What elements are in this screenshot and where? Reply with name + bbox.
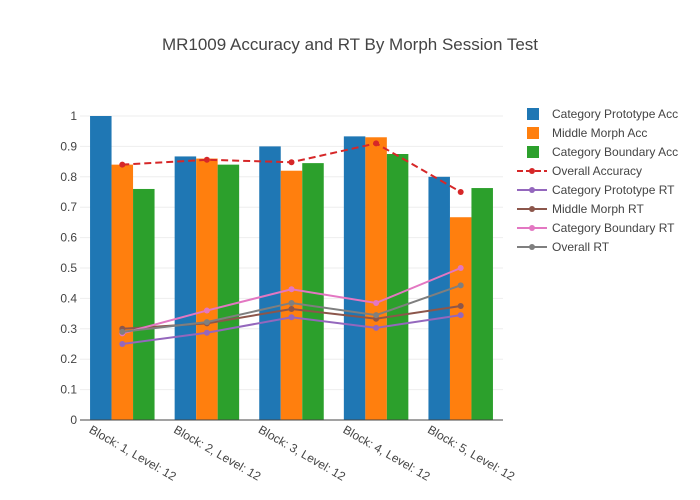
- bar: [217, 164, 240, 420]
- series-point: [288, 314, 295, 321]
- y-tick-label: 0.2: [60, 352, 77, 366]
- bar: [428, 176, 450, 420]
- bar: [471, 188, 493, 420]
- bar: [343, 136, 366, 421]
- bars-layer: [90, 116, 493, 421]
- legend-label: Category Boundary Acc: [552, 145, 678, 159]
- bar: [386, 154, 409, 420]
- series-point: [373, 312, 380, 319]
- x-tick-label: Block: 3, Level: 12: [256, 422, 348, 483]
- x-tick-label: Block: 5, Level: 12: [425, 422, 517, 483]
- legend-marker: [529, 225, 535, 231]
- bar: [280, 170, 303, 420]
- legend-marker: [529, 206, 535, 212]
- legend-swatch: [527, 127, 539, 139]
- legend-marker: [529, 244, 535, 250]
- series-point: [457, 282, 464, 289]
- legend-label: Category Prototype Acc: [552, 107, 678, 121]
- chart-title: MR1009 Accuracy and RT By Morph Session …: [162, 35, 538, 54]
- x-tick-label: Block: 4, Level: 12: [341, 422, 433, 483]
- series-point: [203, 329, 210, 336]
- series-point: [119, 161, 126, 168]
- bar: [302, 163, 324, 420]
- legend-marker: [529, 187, 535, 193]
- series-point: [119, 341, 126, 347]
- series-point: [373, 140, 380, 147]
- series-point: [119, 328, 126, 335]
- bar: [196, 158, 218, 420]
- series-point: [373, 299, 380, 306]
- x-tick-label: Block: 1, Level: 12: [87, 422, 179, 483]
- x-tick-label: Block: 2, Level: 12: [171, 422, 263, 483]
- y-axis: 0 0.1 0.2 0.3 0.4 0.5 0.6 0.7 0.8 0.9 1: [60, 109, 77, 427]
- legend-label: Middle Morph RT: [552, 202, 644, 216]
- y-tick-label: 1: [70, 109, 77, 123]
- y-tick-label: 0.4: [60, 291, 77, 305]
- y-tick-label: 0.7: [60, 200, 77, 214]
- bar: [133, 188, 155, 420]
- legend-label: Middle Morph Acc: [552, 126, 647, 140]
- lines-layer: [119, 140, 464, 347]
- legend-swatch: [527, 146, 539, 158]
- bar: [111, 164, 134, 420]
- y-tick-label: 0.3: [60, 322, 77, 336]
- series-point: [203, 156, 210, 163]
- series-point: [288, 159, 295, 166]
- legend-label: Overall RT: [552, 240, 610, 254]
- legend-swatch: [527, 108, 539, 120]
- legend-marker: [529, 168, 535, 174]
- bar: [365, 137, 387, 420]
- bar: [90, 116, 112, 420]
- bar: [174, 156, 197, 420]
- legend: Category Prototype Acc Middle Morph Acc Ca…: [517, 107, 678, 254]
- legend-label: Category Prototype RT: [552, 183, 675, 197]
- y-tick-label: 0.9: [60, 139, 77, 153]
- series-point: [288, 306, 295, 313]
- y-tick-label: 0.6: [60, 231, 77, 245]
- y-tick-label: 0.5: [60, 261, 77, 275]
- series-point: [203, 307, 210, 314]
- series-point: [288, 299, 295, 306]
- y-tick-label: 0.8: [60, 170, 77, 184]
- series-point: [203, 319, 210, 326]
- legend-label: Overall Accuracy: [552, 164, 642, 178]
- bar: [449, 217, 472, 420]
- y-tick-label: 0.1: [60, 383, 77, 397]
- series-point: [457, 312, 464, 319]
- bar: [259, 146, 281, 420]
- y-tick-label: 0: [70, 413, 77, 427]
- series-point: [373, 324, 380, 331]
- series-point: [457, 189, 464, 195]
- series-point: [457, 303, 464, 309]
- legend-label: Category Boundary RT: [552, 221, 675, 235]
- series-point: [288, 286, 295, 293]
- series-point: [457, 265, 464, 271]
